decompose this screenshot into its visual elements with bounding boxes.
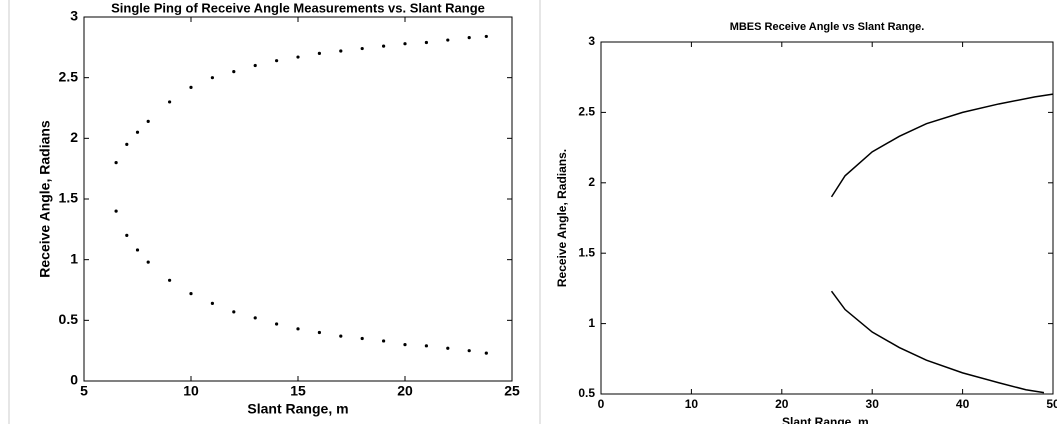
data-point [232, 70, 236, 74]
data-point [210, 301, 214, 305]
data-point [467, 36, 471, 40]
data-line [830, 290, 1045, 394]
y-tick-label: 1 [70, 250, 78, 266]
x-tick-label: 0 [598, 397, 605, 411]
y-tick-label: 0 [70, 372, 78, 388]
data-point [360, 336, 364, 341]
data-point [424, 40, 428, 45]
data-point [168, 100, 172, 104]
data-point [339, 49, 343, 53]
data-point [296, 55, 300, 59]
data-point [484, 351, 488, 355]
y-tick-label: 2 [588, 175, 595, 189]
data-point [403, 42, 407, 46]
y-tick-label: 2.5 [59, 68, 79, 84]
data-point [253, 316, 257, 320]
x-tick-label: 25 [504, 383, 520, 399]
data-point [360, 46, 364, 51]
x-tick-label: 10 [685, 397, 699, 411]
data-point [125, 142, 129, 146]
data-point [296, 327, 300, 331]
x-tick-label: 5 [80, 383, 88, 399]
x-tick-label: 10 [183, 383, 199, 399]
data-point [210, 76, 214, 80]
y-tick-label: 3 [588, 34, 595, 48]
data-point [125, 233, 129, 237]
data-point [484, 34, 488, 39]
x-tick-label: 20 [775, 397, 789, 411]
data-point [339, 334, 343, 338]
x-tick-label: 30 [866, 397, 880, 411]
y-tick-label: 3 [70, 8, 78, 24]
x-tick-label: 20 [397, 383, 413, 399]
y-tick-label: 1.5 [578, 245, 595, 259]
data-point [317, 330, 321, 335]
data-point [317, 51, 321, 56]
y-tick-label: 2.5 [578, 105, 595, 119]
data-point [135, 248, 140, 252]
data-point [275, 322, 279, 326]
x-tick-label: 15 [290, 383, 306, 399]
data-point [446, 38, 450, 42]
x-axis-label: Slant Range, m. [782, 415, 872, 424]
data-point [114, 161, 118, 165]
y-axis-label: Receive Angle, Radians [37, 120, 53, 278]
plot-frame [83, 16, 513, 382]
data-point [424, 344, 428, 348]
data-point [146, 260, 150, 264]
data-point [168, 278, 172, 282]
data-point [114, 209, 118, 213]
y-tick-label: 0.5 [59, 311, 79, 327]
plot-frame [600, 41, 1054, 395]
x-axis-label: Slant Range, m [247, 401, 348, 417]
chart-title: Single Ping of Receive Angle Measurement… [111, 0, 485, 15]
y-tick-label: 1.5 [59, 190, 79, 206]
data-point [135, 130, 140, 134]
data-point [232, 310, 236, 314]
chart-title: MBES Receive Angle vs Slant Range. [730, 21, 925, 33]
y-tick-label: 2 [70, 129, 78, 145]
data-point [189, 85, 193, 89]
data-line [830, 93, 1054, 198]
data-point [189, 292, 193, 296]
data-point [146, 119, 150, 123]
x-tick-label: 50 [1046, 397, 1057, 411]
data-point [382, 339, 386, 343]
data-point [382, 44, 386, 48]
x-tick-label: 40 [956, 397, 970, 411]
data-point [253, 63, 257, 68]
data-point [446, 346, 450, 350]
data-point [403, 343, 407, 347]
y-tick-label: 1 [588, 316, 595, 330]
y-tick-label: 0.5 [578, 386, 595, 400]
data-point [275, 59, 279, 63]
data-point [467, 349, 471, 353]
y-axis-label: Receive Angle, Radians. [555, 149, 569, 287]
